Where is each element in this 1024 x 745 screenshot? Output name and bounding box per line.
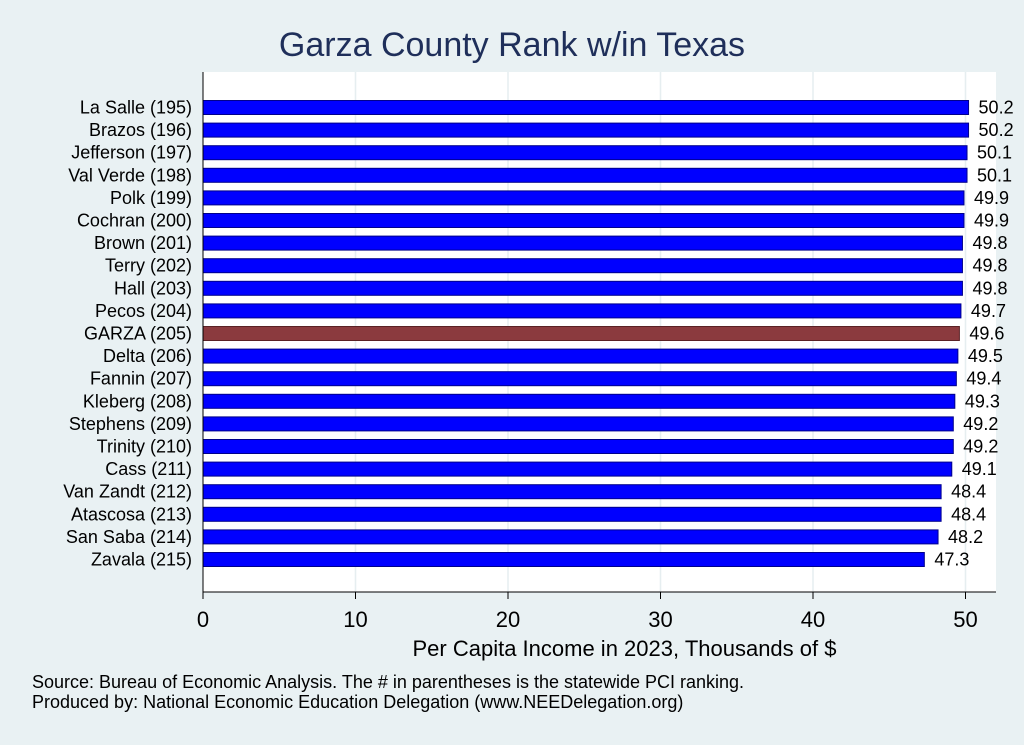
category-label: Cochran (200): [77, 211, 192, 231]
category-label: La Salle (195): [80, 98, 192, 118]
axes: 0 10 20 30 40 50: [197, 72, 996, 632]
data-label: 50.1: [977, 143, 1012, 163]
bar: [202, 258, 963, 274]
bar: [202, 484, 942, 500]
bar: [202, 213, 965, 228]
data-label: 47.3: [934, 550, 969, 570]
data-label: 50.2: [979, 98, 1014, 118]
bar: [202, 461, 953, 477]
x-tick-label: 50: [953, 607, 977, 632]
category-label: Terry (202): [105, 256, 192, 276]
data-label: 49.4: [966, 369, 1001, 389]
data-label: 49.3: [965, 391, 1000, 411]
data-label: 49.9: [974, 188, 1009, 208]
bar: [202, 552, 925, 567]
x-tick-label: 20: [496, 607, 520, 632]
bar: [202, 416, 954, 432]
x-tick-label: 40: [801, 607, 825, 632]
category-label: Zavala (215): [91, 550, 192, 570]
data-label: 49.1: [962, 459, 997, 479]
bar: [202, 190, 965, 206]
category-label: Van Zandt (212): [63, 482, 192, 502]
data-label: 48.4: [951, 504, 986, 524]
data-label: 49.8: [972, 233, 1007, 253]
category-label: Delta (206): [103, 346, 192, 366]
category-label: GARZA (205): [84, 324, 192, 344]
bar: [202, 280, 963, 296]
bar: [202, 122, 970, 138]
category-label: Jefferson (197): [71, 143, 192, 163]
bar: [202, 348, 959, 364]
category-label: Hall (203): [114, 278, 192, 298]
data-label: 48.2: [948, 527, 983, 547]
data-label: 49.9: [974, 211, 1009, 231]
bar: [202, 145, 968, 161]
category-label: Brazos (196): [89, 120, 192, 140]
data-label: 49.8: [972, 256, 1007, 276]
x-tick-label: 10: [343, 607, 367, 632]
category-label: Trinity (210): [97, 437, 192, 457]
data-label: 49.2: [963, 437, 998, 457]
category-label: San Saba (214): [66, 527, 192, 547]
category-label: Atascosa (213): [71, 504, 192, 524]
bar: [202, 235, 963, 251]
bar: [202, 167, 968, 183]
data-label: 49.7: [971, 301, 1006, 321]
bar: [202, 371, 957, 387]
category-label: Val Verde (198): [68, 165, 192, 185]
category-label: Polk (199): [110, 188, 192, 208]
category-label: Fannin (207): [90, 369, 192, 389]
category-label: Stephens (209): [69, 414, 192, 434]
data-label: 48.4: [951, 482, 986, 502]
x-tick-label: 30: [648, 607, 672, 632]
data-labels: 50.250.250.150.149.949.949.849.849.849.7…: [934, 98, 1013, 570]
category-label: Cass (211): [105, 459, 192, 479]
category-label: Brown (201): [94, 233, 192, 253]
data-label: 50.2: [979, 120, 1014, 140]
producer-note: Produced by: National Economic Education…: [32, 692, 684, 712]
bar-highlight: [202, 326, 960, 341]
bar: [202, 303, 962, 319]
category-label: Kleberg (208): [83, 391, 192, 411]
data-label: 49.8: [972, 278, 1007, 298]
bar: [202, 439, 954, 454]
data-label: 49.6: [969, 324, 1004, 344]
bar: [202, 100, 970, 115]
category-labels: La Salle (195)Brazos (196) Jefferson (197…: [63, 98, 192, 570]
x-tick-label: 0: [197, 607, 209, 632]
data-label: 49.5: [968, 346, 1003, 366]
bars: [202, 100, 970, 567]
bar: [202, 529, 939, 545]
bar: [202, 393, 956, 409]
x-axis-title: Per Capita Income in 2023, Thousands of …: [413, 636, 837, 661]
data-label: 50.1: [977, 165, 1012, 185]
data-label: 49.2: [963, 414, 998, 434]
source-note: Source: Bureau of Economic Analysis. The…: [32, 672, 745, 692]
bar: [202, 506, 942, 522]
chart-title: Garza County Rank w/in Texas: [278, 26, 746, 64]
category-label: Pecos (204): [95, 301, 192, 321]
